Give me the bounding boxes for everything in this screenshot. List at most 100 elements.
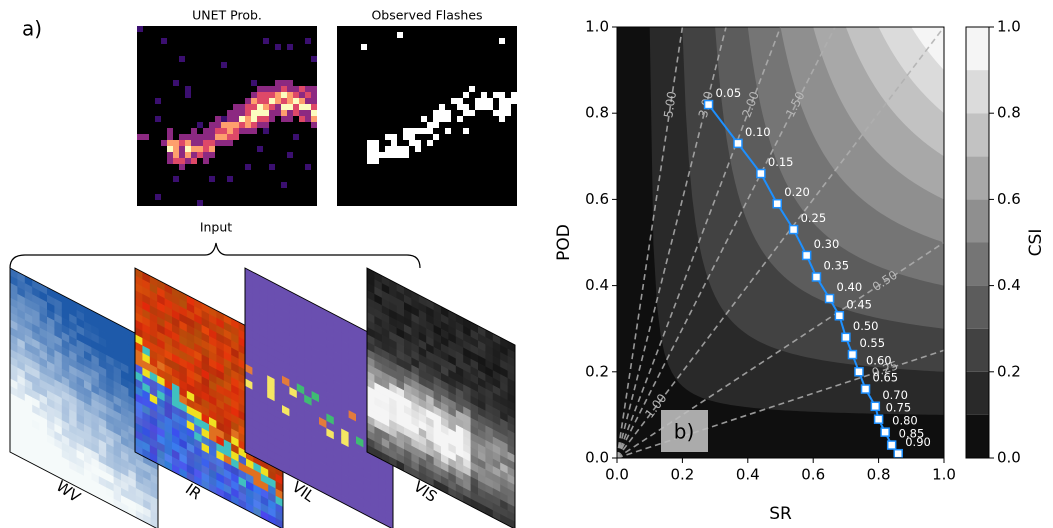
threshold-label: 0.35 [823, 258, 849, 272]
pixel [257, 116, 263, 122]
pixel [121, 502, 129, 515]
pixel [194, 460, 203, 473]
pixel [172, 353, 180, 366]
pixel [231, 391, 239, 404]
pixel [253, 476, 262, 489]
pixel [275, 488, 284, 501]
pixel [441, 328, 449, 341]
pixel [333, 395, 342, 408]
colorbar-tick-label: 0.6 [997, 190, 1021, 208]
pixel [32, 456, 41, 469]
pixel [296, 434, 305, 447]
pixel [326, 391, 335, 404]
pixel [470, 388, 479, 400]
pixel [455, 402, 464, 415]
pixel [304, 335, 313, 348]
pixel [157, 441, 166, 454]
pixel [374, 389, 383, 402]
pixel [209, 140, 215, 146]
pixel [185, 146, 191, 152]
pixel [426, 379, 435, 392]
pixel [378, 484, 386, 497]
pixel [418, 405, 427, 418]
pixel [455, 454, 464, 466]
pixel [411, 438, 420, 451]
colorbar-tick-label: 1.0 [997, 18, 1021, 36]
pixel [374, 426, 383, 439]
pixel [257, 92, 263, 98]
pixel [39, 445, 48, 458]
pixel [259, 290, 268, 303]
pixel [455, 424, 464, 437]
pixel [367, 158, 373, 164]
pixel [427, 128, 433, 134]
pixel [233, 116, 239, 122]
pixel [433, 383, 442, 396]
pixel [478, 347, 486, 360]
pixel [421, 128, 427, 134]
pixel [326, 383, 335, 396]
pixel [216, 479, 225, 492]
pixel [363, 476, 372, 489]
pixel [396, 452, 405, 465]
pixel [84, 313, 92, 326]
pixel [433, 110, 439, 116]
pixel [76, 310, 85, 322]
y-tick-label: 0.4 [585, 276, 609, 294]
pixel [426, 328, 435, 341]
pixel [84, 446, 92, 459]
pixel [455, 328, 464, 341]
pixel [478, 362, 486, 375]
pixel [259, 334, 268, 347]
pixel [367, 152, 373, 158]
pixel [186, 456, 195, 469]
pixel [263, 116, 269, 122]
pixel [121, 406, 129, 419]
pixel [311, 98, 317, 104]
pixel [263, 110, 269, 116]
pixel [121, 377, 129, 390]
pixel [311, 361, 320, 374]
pixel [172, 294, 180, 307]
pixel [245, 319, 253, 332]
pixel [194, 350, 203, 363]
pixel [106, 384, 114, 397]
pixel [404, 441, 412, 454]
pixel [84, 468, 92, 481]
pixel [418, 368, 427, 381]
pixel [411, 401, 420, 414]
pixel [143, 477, 151, 489]
pixel [507, 466, 516, 479]
pixel [128, 484, 137, 497]
pixel [396, 415, 405, 428]
pixel [54, 445, 63, 458]
pixel [381, 430, 390, 443]
pixel [348, 336, 357, 349]
pixel [363, 447, 372, 460]
pixel [296, 324, 305, 337]
pixel [381, 341, 390, 354]
pixel [269, 164, 275, 170]
panel-label-box [661, 410, 708, 452]
pixel [389, 382, 398, 395]
pixel [216, 339, 225, 352]
pixel [10, 400, 18, 413]
pixel [326, 413, 335, 426]
pixel [201, 449, 210, 462]
pixel [142, 271, 151, 284]
pixel [426, 460, 435, 473]
pixel [507, 377, 516, 390]
pixel [201, 390, 210, 403]
pixel [149, 327, 158, 340]
pixel [319, 365, 327, 378]
pixel [135, 385, 143, 398]
pixel [378, 477, 386, 489]
pixel [311, 104, 317, 110]
pixel [194, 335, 203, 348]
pixel [191, 158, 197, 164]
marker [788, 224, 799, 235]
pixel [251, 110, 257, 116]
pixel [155, 194, 161, 200]
pixel [470, 395, 479, 408]
pixel [215, 128, 221, 134]
